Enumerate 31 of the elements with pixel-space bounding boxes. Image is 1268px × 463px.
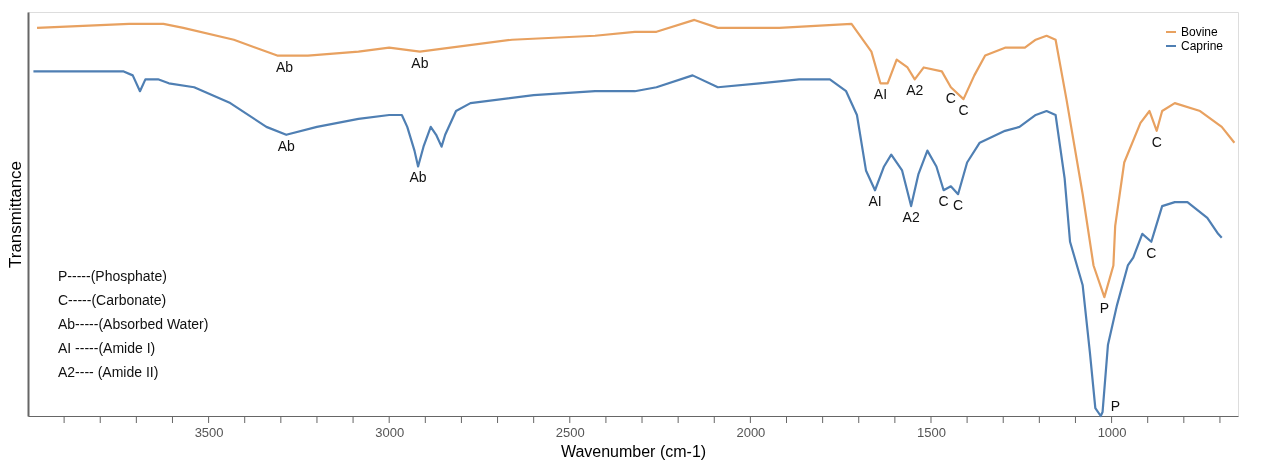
annotation: C-----(Carbonate) [58, 292, 167, 308]
annotation: Ab-----(Absorbed Water) [58, 316, 209, 332]
annotation: A2---- (Amide II) [58, 364, 159, 380]
x-tick-label: 1000 [1097, 424, 1127, 440]
x-axis-title: Wavenumber (cm-1) [560, 442, 707, 460]
annotation: AI [873, 86, 888, 103]
annotation: AI [868, 193, 882, 210]
legend-label: Bovine [1181, 25, 1219, 39]
x-tick-label: 1500 [917, 424, 946, 440]
annotation: Ab [277, 137, 296, 154]
annotation: C [958, 102, 969, 119]
annotation: A2 [902, 209, 920, 226]
annotation: AI -----(Amide I) [58, 340, 156, 356]
annotation: P-----(Phosphate) [58, 268, 167, 284]
annotation: C [953, 197, 964, 214]
legend-label: Caprine [1181, 39, 1224, 53]
x-tick-label: 2000 [736, 424, 766, 440]
annotation: C [945, 90, 956, 107]
x-tick-label: 3500 [194, 424, 224, 440]
annotation: Ab [411, 54, 429, 71]
annotation: C [938, 193, 949, 210]
annotation: C [1151, 133, 1162, 150]
annotation: Ab [275, 58, 294, 75]
x-tick-label: 2500 [555, 424, 585, 440]
x-tick-label: 3000 [375, 424, 405, 440]
annotation: P [1099, 300, 1110, 317]
annotation: P [1110, 398, 1121, 414]
annotation: Ab [409, 169, 427, 186]
y-axis-title: Transmittance [5, 160, 25, 269]
annotation: C [1146, 244, 1157, 261]
annotation: A2 [906, 82, 924, 99]
